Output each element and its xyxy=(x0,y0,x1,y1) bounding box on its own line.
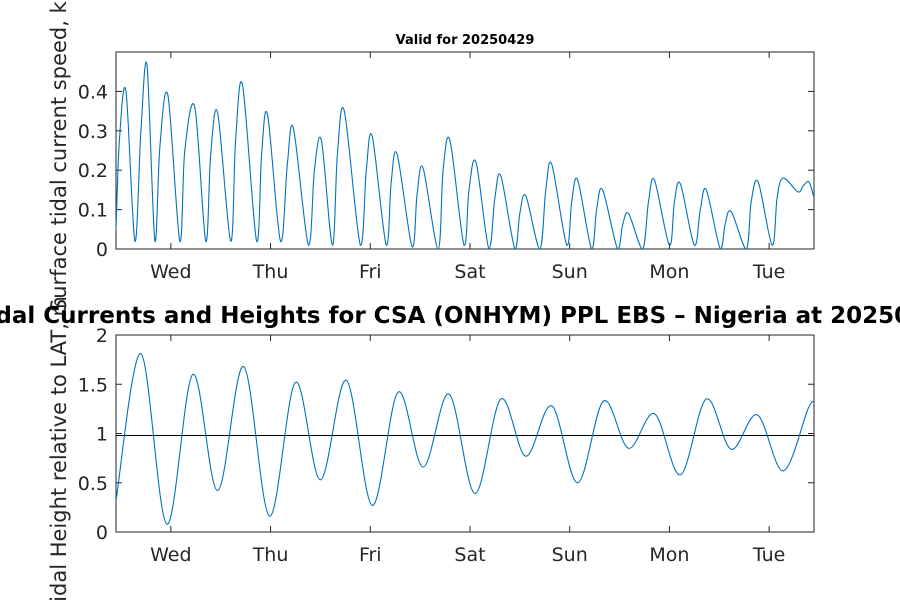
x-tick-label: Sun xyxy=(552,544,588,566)
tidal-height-chart: 0 0.5 1 1.5 2 Wed Thu Fri Sat Sun Mon Tue Tidal He… xyxy=(47,296,815,600)
x-tick-label: Fri xyxy=(359,261,382,283)
y-tick-label: 0 xyxy=(96,239,108,261)
y-axis-label-bottom: Tidal Height relative to LAT, m xyxy=(47,296,71,600)
x-tick-label: Wed xyxy=(150,544,191,566)
x-tick-label: Sat xyxy=(454,544,485,566)
y-tick-label: 0.4 xyxy=(78,81,108,103)
plot-area-top xyxy=(115,51,815,250)
current-speed-chart: 0 0.1 0.2 0.3 0.4 Wed Thu Fri Sat Sun Mon Tue Vali… xyxy=(47,0,815,312)
y-ticks-top: 0 0.1 0.2 0.3 0.4 xyxy=(78,81,814,261)
y-tick-label: 0 xyxy=(96,522,108,544)
x-tick-label: Wed xyxy=(150,261,191,283)
y-tick-label: 0.5 xyxy=(78,473,108,495)
y-tick-label: 2 xyxy=(96,325,108,347)
y-tick-label: 0.1 xyxy=(78,200,108,222)
tidal-height-line xyxy=(115,353,815,525)
x-tick-label: Sat xyxy=(454,261,485,283)
x-tick-label: Thu xyxy=(252,544,289,566)
y-tick-label: 0.3 xyxy=(78,121,108,143)
y-tick-label: 1.5 xyxy=(78,374,108,396)
x-tick-label: Mon xyxy=(649,261,689,283)
x-ticks-bottom: Wed Thu Fri Sat Sun Mon Tue xyxy=(150,335,785,566)
chart-subtitle: Valid for 20250429 xyxy=(396,33,535,48)
x-tick-label: Thu xyxy=(252,261,289,283)
y-ticks-bottom: 0 0.5 1 1.5 2 xyxy=(78,325,814,544)
x-ticks-top: Wed Thu Fri Sat Sun Mon Tue xyxy=(150,52,785,283)
current-speed-line xyxy=(115,61,815,250)
x-tick-label: Sun xyxy=(552,261,588,283)
main-title: Tidal Currents and Heights for CSA (ONHY… xyxy=(0,303,900,329)
y-tick-label: 1 xyxy=(96,424,108,446)
x-tick-label: Tue xyxy=(752,544,785,566)
y-axis-label-top: Surface tidal current speed, kn xyxy=(47,0,71,312)
x-tick-label: Mon xyxy=(649,544,689,566)
x-tick-label: Tue xyxy=(752,261,785,283)
y-tick-label: 0.2 xyxy=(78,160,108,182)
plot-area-bottom xyxy=(115,334,815,533)
x-tick-label: Fri xyxy=(359,544,382,566)
